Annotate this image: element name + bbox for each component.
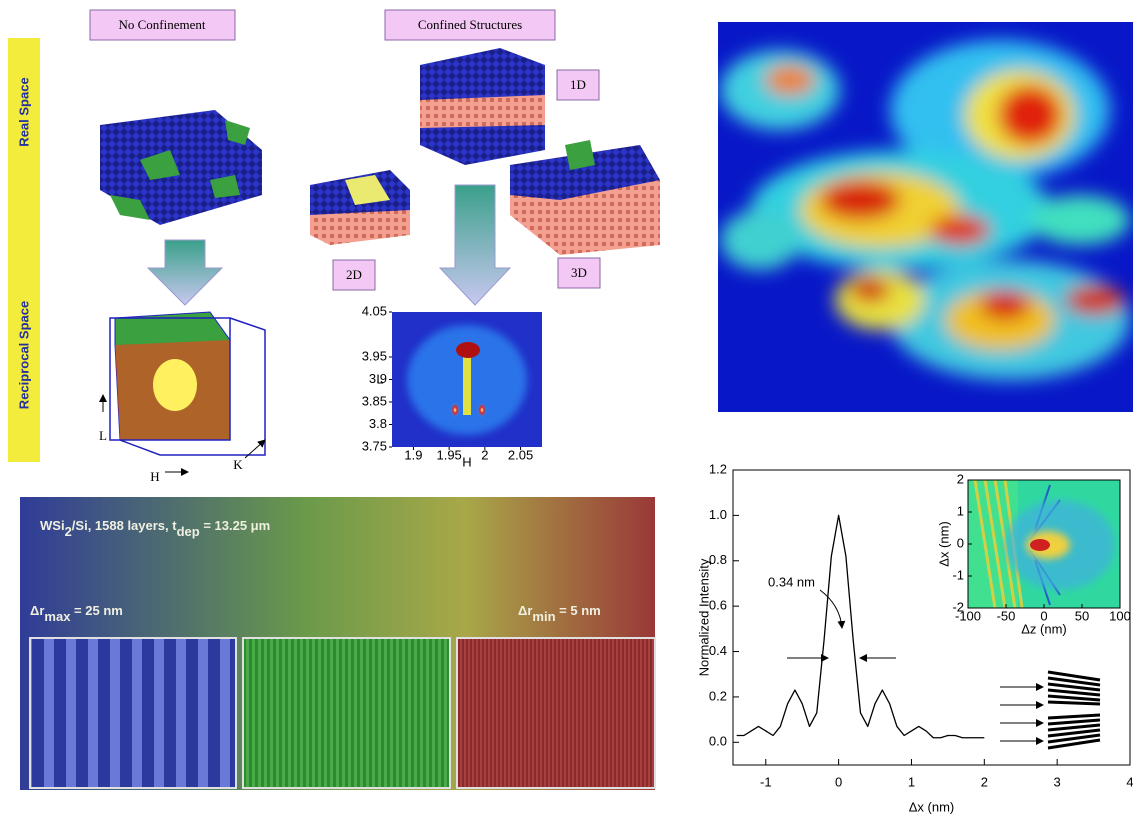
rod [463,350,471,415]
inset-x-label: Δz (nm) [1021,621,1067,636]
label-3d: 3D [571,265,587,280]
zone-plate-wide [30,638,236,788]
small-y-label: L [376,371,383,386]
inset-y-tick-label: -2 [952,599,964,614]
label-1d: 1D [570,77,586,92]
peak [456,342,480,358]
x-axis-label: Δx (nm) [909,799,955,814]
small-y-tick-label: 3.95 [362,348,387,363]
layer [310,210,410,245]
text-part: /Si, 1588 layers, t [72,518,177,533]
small-x-tick-label: 1.9 [404,447,422,462]
arrow [148,240,222,305]
page: Figure {"labels": {"no_confinement": "No… [0,0,1133,821]
inset-x-tick-label: 100 [1109,608,1131,623]
body: Real Space Reciprocal Space No Confineme… [0,0,1133,821]
zone-plate-fine [457,638,655,788]
annotation-arrow [820,590,842,628]
inset-y-label: Δx (nm) [936,521,951,567]
inset-y-tick-label: 0 [957,535,964,550]
inset-x-tick-label: -50 [997,608,1016,623]
small-x-tick-label: 1.95 [436,447,461,462]
x-tick-label: 2 [981,774,988,789]
subscript: dep [177,524,200,539]
x-tick-label: 1 [908,774,915,789]
axis-label: L [99,428,107,443]
axis-label: K [233,457,243,472]
text-part: WSi [40,518,65,533]
y-tick-label: 0.4 [709,643,727,658]
small-x-tick-label: 2.05 [508,447,533,462]
real-space-label: Real Space [16,77,31,146]
small-y-tick-label: 4.05 [362,303,387,318]
no-confinement-label: No Confinement [118,17,205,32]
text-part: = 13.25 μm [200,518,270,533]
schematic: Real Space Reciprocal Space No Confineme… [8,10,660,484]
figure: Real Space Reciprocal Space No Confineme… [0,0,1133,821]
small-x-tick-label: 2 [481,447,488,462]
layer [420,95,545,128]
x-tick-label: 3 [1054,774,1061,789]
peak [153,359,197,411]
subscript: 2 [65,524,72,539]
y-tick-label: 0.2 [709,688,727,703]
small-y-tick-label: 3.75 [362,438,387,453]
text-part: = 25 nm [70,603,122,618]
line-chart: 0.34 nm 0.0 0.2 0.4 0.6 0.8 1.0 1.2 -1 0 1 2 3 4 Δx (… [696,461,1133,814]
subscript: min [532,609,555,624]
inset-image [968,480,1120,608]
x-tick-label: 0 [835,774,842,789]
inset-y-tick-label: 1 [957,503,964,518]
y-tick-label: 1.2 [709,461,727,476]
reciprocal-space-label: Reciprocal Space [16,301,31,409]
y-tick-label: 0.0 [709,734,727,749]
photo: WSi2/Si, 1588 layers, tdep = 13.25 μm Δr… [20,497,655,790]
inset-x-tick-label: 50 [1075,608,1089,623]
small-x-label: H [462,454,471,469]
text-part: = 5 nm [556,603,601,618]
peak [450,402,460,418]
axis-label: H [150,469,159,484]
arrow [440,185,510,305]
inset-y-tick-label: 2 [957,471,964,486]
y-tick-label: 0.8 [709,552,727,567]
small-y-tick-label: 3.85 [362,393,387,408]
dot [565,140,595,170]
label-2d: 2D [346,267,362,282]
small-y-tick-label: 3.8 [369,416,387,431]
y-tick-label: 0.6 [709,598,727,613]
subscript: max [44,609,71,624]
peak [477,402,487,418]
text-part: Δr [30,603,44,618]
inset-y-tick-label: -1 [952,567,964,582]
x-tick-label: -1 [760,774,772,789]
annotation: 0.34 nm [768,574,815,589]
schematic-fan [1000,672,1100,748]
x-tick-label: 4 [1126,774,1133,789]
confined-label: Confined Structures [418,17,522,32]
y-tick-label: 1.0 [709,507,727,522]
y-axis-label: Normalized Intensity [696,558,711,676]
text-part: Δr [518,603,532,618]
zone-plate-mid [243,638,450,788]
heatmap [718,22,1133,412]
